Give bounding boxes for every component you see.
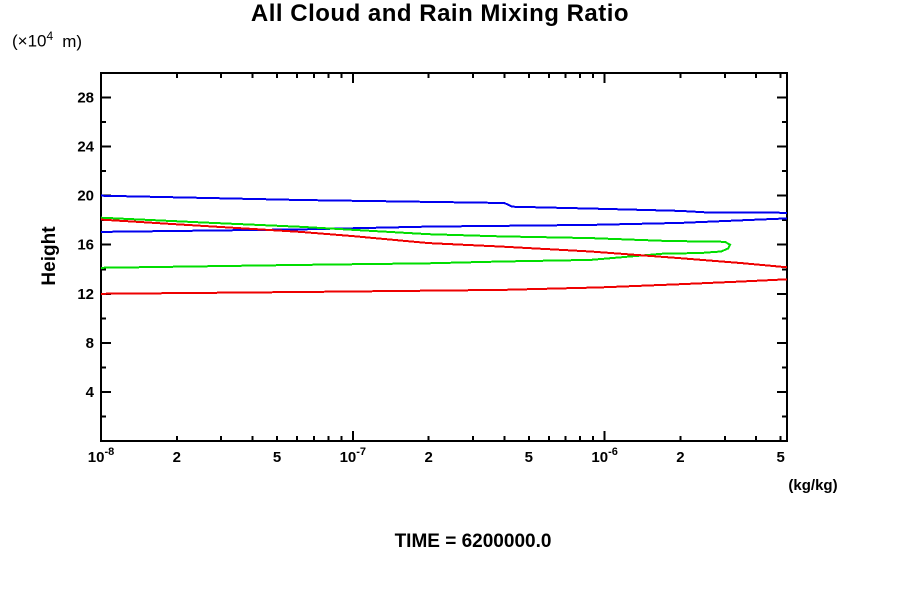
green-profile-loop xyxy=(100,216,732,269)
data-series xyxy=(100,194,788,295)
x-tick-label: 10-8 xyxy=(88,446,114,466)
x-tick-label: 10-7 xyxy=(340,446,366,466)
y-tick-label: 8 xyxy=(86,335,94,352)
axis-ticks xyxy=(100,73,787,441)
y-tick-label: 4 xyxy=(86,384,95,401)
red-profile-lower-branch xyxy=(100,278,788,295)
time-stamp-label: TIME = 6200000.0 xyxy=(394,531,552,552)
x-tick-label: 2 xyxy=(676,449,684,466)
axis-tick-labels: 10-8 2 5 10-7 2 5 10-6 2 5 4 8 12 16 20 24 28 xyxy=(77,90,784,466)
x-axis-unit-label: (kg/kg) xyxy=(788,477,838,494)
red-profile-upper-branch xyxy=(100,218,788,269)
x-tick-label: 5 xyxy=(776,449,784,466)
y-unit-prefix: (×10 xyxy=(12,31,47,51)
y-tick-label: 28 xyxy=(77,90,94,107)
y-tick-label: 24 xyxy=(77,139,94,156)
y-tick-label: 16 xyxy=(77,237,94,254)
y-axis-unit-label: (×104 m) xyxy=(12,29,82,52)
blue-profile-lower-branch xyxy=(100,217,788,233)
y-unit-exponent: 4 xyxy=(46,29,54,43)
x-tick-label: 10-6 xyxy=(591,446,617,466)
x-tick-label: 5 xyxy=(525,449,533,466)
plot-border xyxy=(100,72,788,442)
x-tick-label: 2 xyxy=(424,449,432,466)
chart-title: All Cloud and Rain Mixing Ratio xyxy=(250,0,630,27)
x-tick-label: 2 xyxy=(173,449,181,466)
blue-profile-upper-branch xyxy=(100,194,788,214)
y-tick-label: 12 xyxy=(77,286,94,303)
y-unit-suffix: m) xyxy=(62,31,83,51)
x-tick-label: 5 xyxy=(273,449,281,466)
y-tick-label: 20 xyxy=(77,188,94,205)
